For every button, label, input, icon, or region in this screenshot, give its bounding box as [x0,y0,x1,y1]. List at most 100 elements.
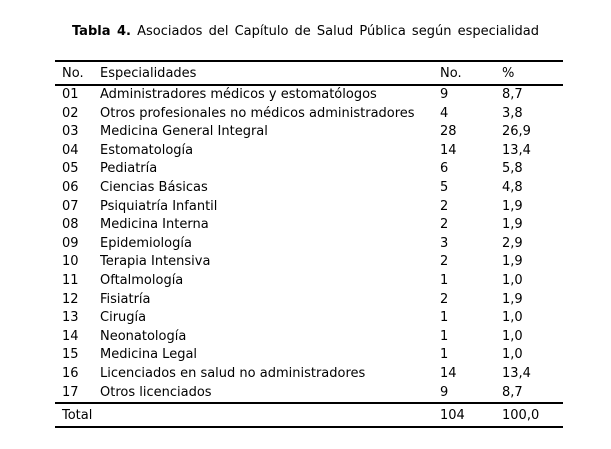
table-body: 01 Administradores médicos y estomatólogo… [55,85,563,403]
percent: 26,9 [502,124,531,140]
count: 1 [440,347,449,363]
especialidad: Otros profesionales no médicos administr… [100,105,415,121]
row-number: 02 [62,105,79,121]
percent: 1,0 [502,310,523,326]
percent: 13,4 [502,142,531,158]
especialidad: Pediatría [100,161,158,177]
row-number: 04 [62,142,79,158]
especialidad: Epidemiología [100,235,192,251]
percent: 1,0 [502,347,523,363]
especialidad: Medicina Interna [100,217,209,233]
percent: 8,7 [502,87,523,102]
especialidad: Administradores médicos y estomatólogos [100,87,377,102]
count: 2 [440,198,449,214]
row-number: 01 [62,87,79,102]
especialidad: Ciencias Básicas [100,179,208,195]
row-number: 07 [62,198,79,214]
row-number: 09 [62,235,79,251]
count: 9 [440,87,449,102]
row-number: 14 [62,328,79,344]
especialidad: Fisiatría [100,291,151,307]
count: 14 [440,365,457,381]
table-title: Tabla 4. Asociados del Capítulo de Salud… [0,24,611,39]
percent: 1,9 [502,254,523,270]
especialidad: Terapia Intensiva [100,254,211,270]
percent: 5,8 [502,161,523,177]
row-number: 05 [62,161,79,177]
especialidad: Medicina Legal [100,347,198,363]
percent: 1,9 [502,198,523,214]
total-count: 104 [440,407,465,423]
especialidad: Psiquiatría Infantil [100,198,218,214]
count: 5 [440,179,449,195]
row-number: 08 [62,217,79,233]
row-number: 12 [62,291,79,307]
count: 1 [440,328,449,344]
especialidad: Licenciados en salud no administradores [100,365,366,381]
table-row: 07 Psiquiatría Infantil 2 1,9 [55,198,563,217]
percent: 13,4 [502,365,531,381]
row-number: 10 [62,254,79,270]
row-number: 13 [62,310,79,326]
row-number: 15 [62,347,79,363]
header-row: No. Especialidades No. % [55,61,563,85]
percent: 4,8 [502,179,523,195]
table-caption: Asociados del Capítulo de Salud Pública … [131,24,540,39]
count: 3 [440,235,449,251]
table-row: 15 Medicina Legal 1 1,0 [55,346,563,365]
table-row: 03 Medicina General Integral 28 26,9 [55,123,563,142]
count: 1 [440,310,449,326]
table-number-label: Tabla 4. [71,24,131,39]
count: 6 [440,161,449,177]
row-number: 03 [62,124,79,140]
header-row-number: No. [62,65,84,81]
table-row: 17 Otros licenciados 9 8,7 [55,384,563,404]
table-row: 12 Fisiatría 2 1,9 [55,291,563,310]
table-row: 14 Neonatología 1 1,0 [55,328,563,347]
especialidad: Estomatología [100,142,194,158]
table-row: 10 Terapia Intensiva 2 1,9 [55,253,563,272]
especialidad: Otros licenciados [100,384,212,400]
percent: 1,0 [502,272,523,288]
count: 2 [440,217,449,233]
especialidad: Medicina General Integral [100,124,268,140]
count: 9 [440,384,449,400]
table-row: 13 Cirugía 1 1,0 [55,309,563,328]
table-row: 16 Licenciados en salud no administradore… [55,365,563,384]
total-percent: 100,0 [502,407,540,423]
table-row: 01 Administradores médicos y estomatólogo… [55,85,563,105]
count: 1 [440,272,449,288]
count: 2 [440,254,449,270]
row-number: 06 [62,179,79,195]
total-label: Total [62,407,93,423]
table-row: 08 Medicina Interna 2 1,9 [55,216,563,235]
especialidad: Cirugía [100,310,147,326]
percent: 1,9 [502,291,523,307]
especialidad: Neonatología [100,328,187,344]
row-number: 17 [62,384,79,400]
count: 2 [440,291,449,307]
percent: 8,7 [502,384,523,400]
total-row: Total 104 100,0 [55,403,563,428]
count: 4 [440,105,449,121]
table-row: 11 Oftalmología 1 1,0 [55,272,563,291]
percent: 2,9 [502,235,523,251]
header-percent: % [502,65,515,81]
table-row: 06 Ciencias Básicas 5 4,8 [55,179,563,198]
table-row: 09 Epidemiología 3 2,9 [55,235,563,254]
row-number: 16 [62,365,79,381]
percent: 1,9 [502,217,523,233]
percent: 3,8 [502,105,523,121]
row-number: 11 [62,272,79,288]
especialidad: Oftalmología [100,272,184,288]
table-row: 05 Pediatría 6 5,8 [55,160,563,179]
table-row: 02 Otros profesionales no médicos adminis… [55,105,563,124]
data-table: No. Especialidades No. % 01 Administrador… [55,60,563,428]
percent: 1,0 [502,328,523,344]
header-count: No. [440,65,462,81]
count: 14 [440,142,457,158]
table-row: 04 Estomatología 14 13,4 [55,142,563,161]
count: 28 [440,124,457,140]
header-especialidades: Especialidades [100,65,197,81]
